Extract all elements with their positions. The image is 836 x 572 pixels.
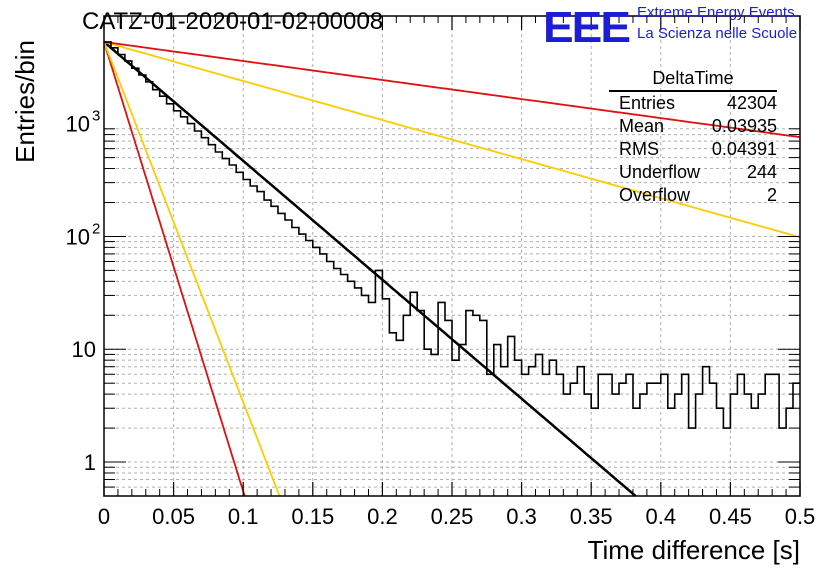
x-tick-label: 0.25 [431, 504, 474, 529]
stats-row-underflow: Underflow 244 [609, 161, 779, 184]
chart-title: CATZ-01-2020-01-02-00008 [82, 8, 384, 35]
function-reference-orange-fast [103, 41, 281, 497]
stats-row-mean: Mean 0.03935 [609, 115, 779, 138]
tick-labels: 0 0.05 0.1 0.15 0.2 0.25 0.3 0.35 0.4 0.45 0.5 1 10 1… [66, 108, 816, 529]
y-tick-label: 1 [84, 450, 96, 475]
eee-logo: EEE [543, 2, 631, 52]
stats-label: Overflow [619, 185, 691, 205]
x-tick-label: 0.15 [291, 504, 334, 529]
stats-row-rms: RMS 0.04391 [609, 138, 779, 161]
grid [104, 16, 800, 497]
function-reference-orange-slow [103, 41, 801, 239]
stats-label: Underflow [619, 162, 701, 182]
x-tick-label: 0.4 [646, 504, 677, 529]
stats-value: 0.04391 [711, 139, 777, 159]
x-tick-label: 0.05 [152, 504, 195, 529]
logo-line-2: La Scienza nelle Scuole [637, 25, 798, 42]
y-tick-label: 10 [66, 112, 90, 137]
histogram [104, 41, 800, 429]
y-tick-exponent: 2 [92, 220, 100, 237]
y-axis-label: Entries/bin [10, 40, 40, 163]
function-reference-red-slow [103, 41, 801, 138]
plot-frame [103, 15, 801, 497]
y-tick-exponent: 3 [92, 108, 100, 125]
stats-label: Mean [619, 116, 665, 136]
stats-value: 244 [746, 162, 777, 182]
logo-line-1: Extreme Energy Events [637, 4, 795, 21]
fit-functions [103, 40, 801, 497]
x-tick-label: 0.5 [785, 504, 816, 529]
y-tick-label: 10 [72, 337, 96, 362]
x-tick-label: 0.1 [228, 504, 259, 529]
x-tick-label: 0.45 [709, 504, 752, 529]
x-axis-label: Time difference [s] [588, 535, 800, 565]
x-tick-label: 0.35 [570, 504, 613, 529]
stats-value: 2 [766, 185, 777, 205]
function-reference-red-fast [103, 41, 246, 497]
stats-row-overflow: Overflow 2 [609, 184, 779, 207]
stats-row-entries: Entries 42304 [609, 92, 779, 115]
x-tick-label: 0.2 [367, 504, 398, 529]
histogram-outline [104, 41, 800, 429]
stats-value: 0.03935 [711, 116, 777, 136]
function-fit [103, 40, 637, 497]
y-tick-label: 10 [66, 224, 90, 249]
stats-name: DeltaTime [609, 68, 777, 92]
x-tick-label: 0 [98, 504, 110, 529]
axes [103, 15, 801, 497]
stats-value: 42304 [726, 93, 777, 113]
stats-label: RMS [619, 139, 659, 159]
stats-label: Entries [619, 93, 676, 113]
x-tick-label: 0.3 [506, 504, 537, 529]
stats-box: DeltaTime Entries 42304 Mean 0.03935 RMS 0.… [609, 68, 779, 207]
